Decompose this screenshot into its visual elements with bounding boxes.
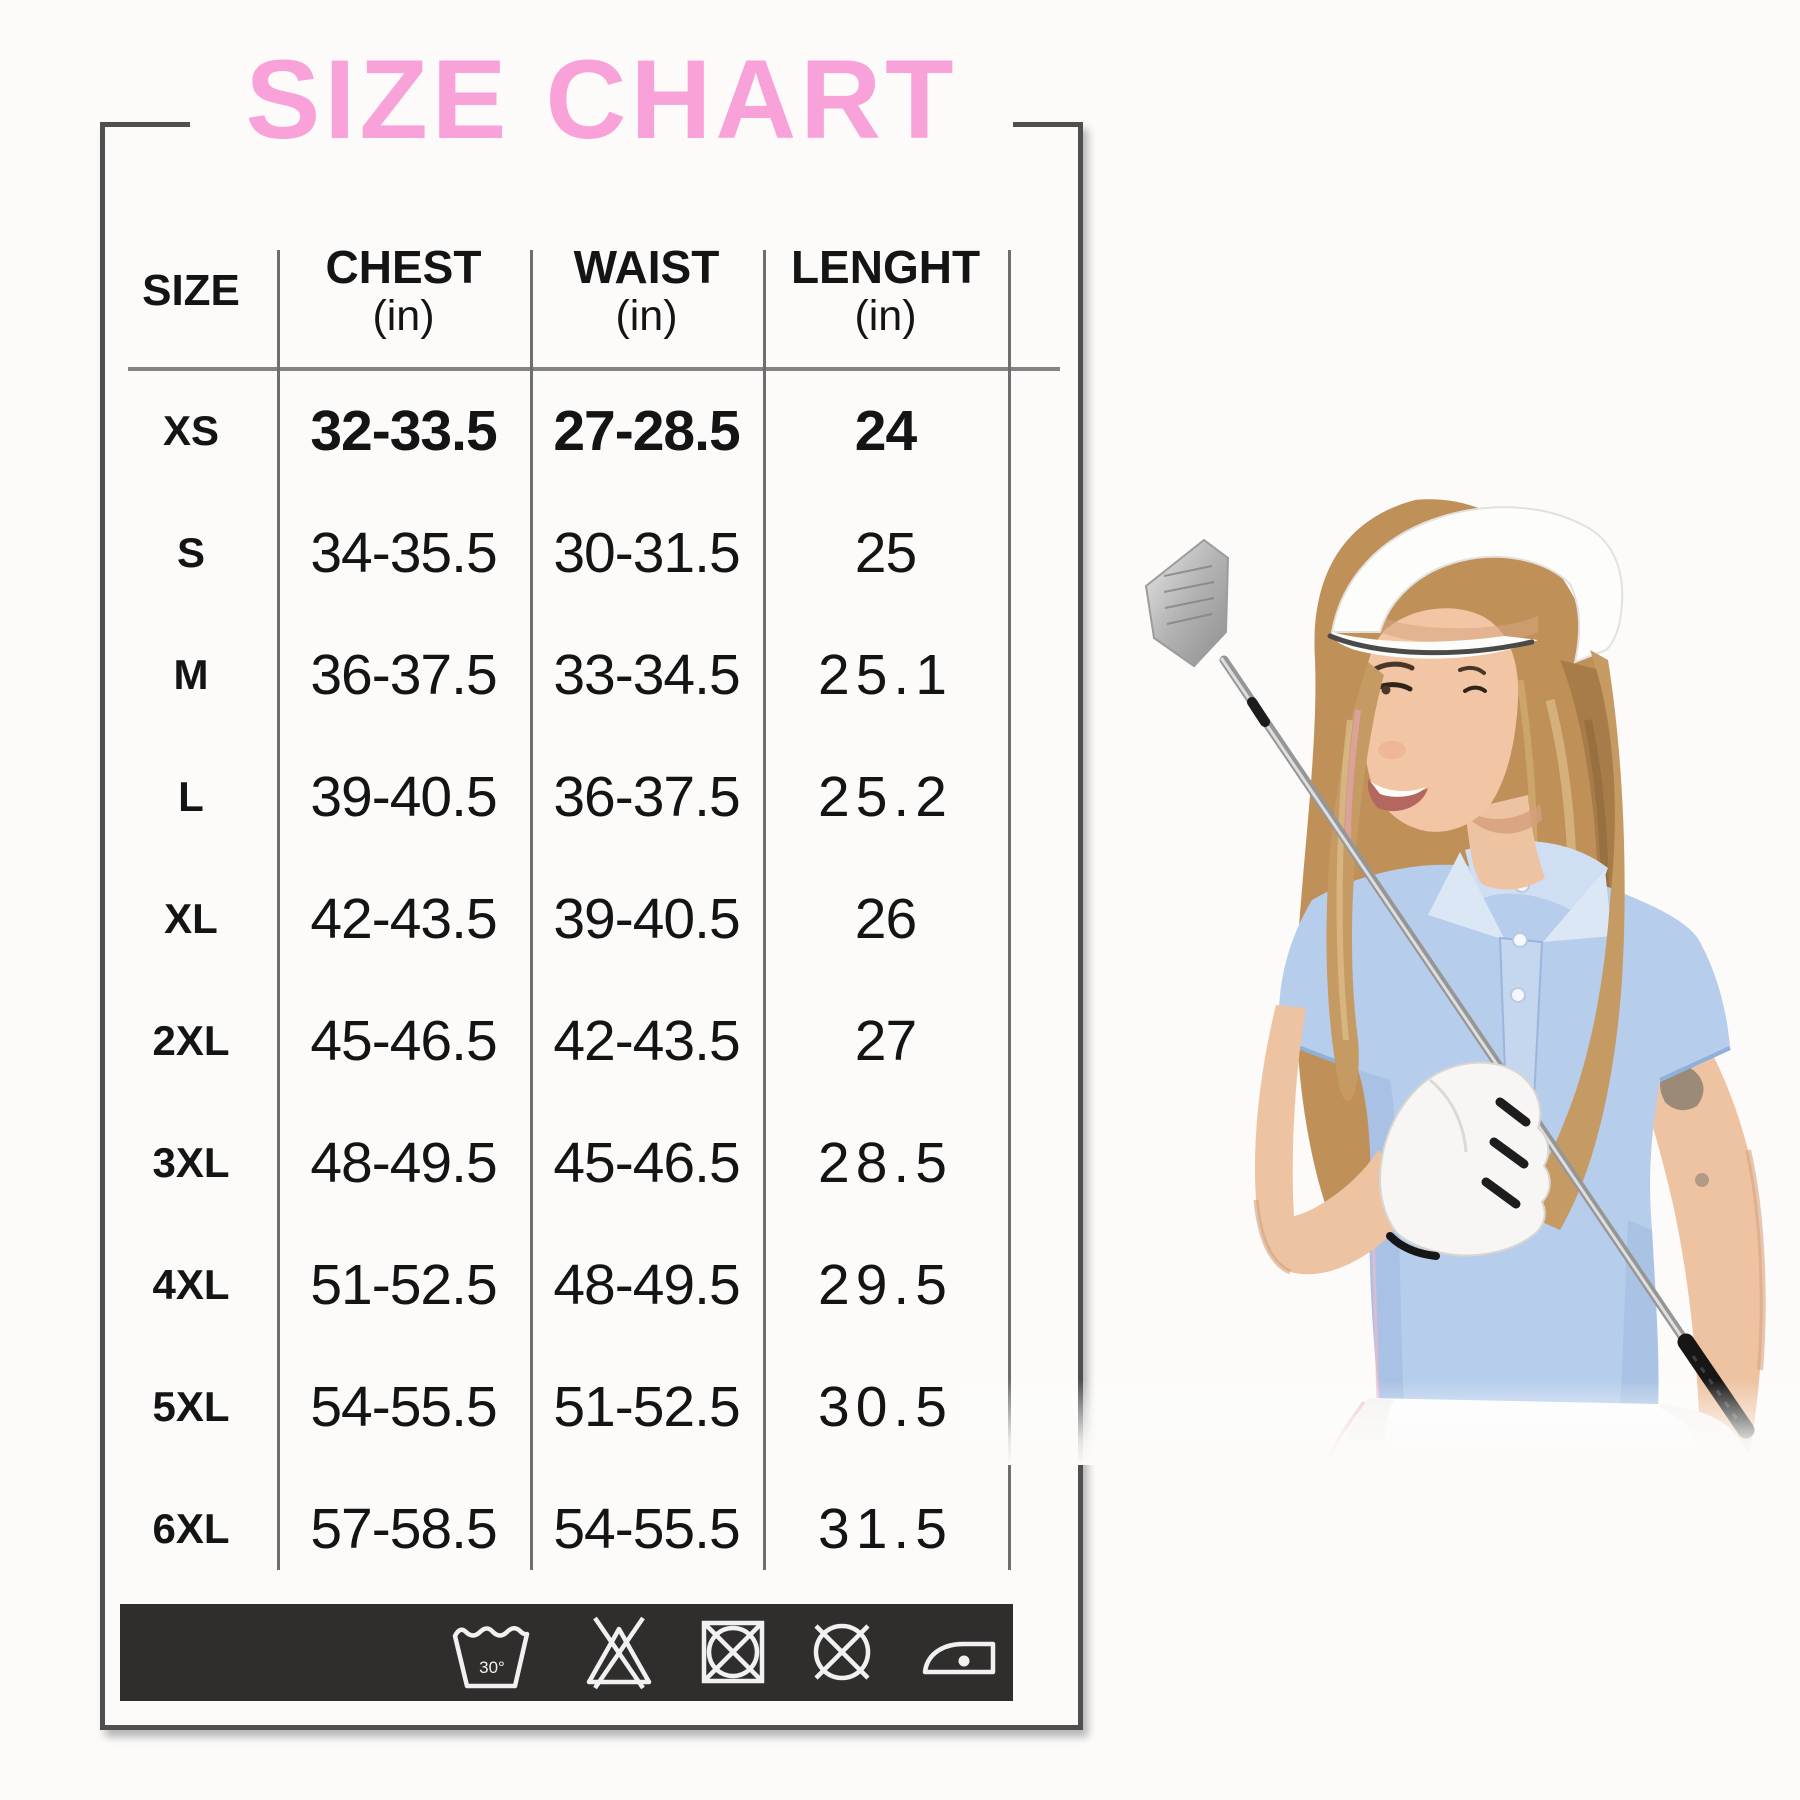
header-chest: CHEST (in) xyxy=(277,212,530,370)
chest-cell: 54-55.5 xyxy=(310,1375,497,1439)
chest-cell: 51-52.5 xyxy=(310,1253,497,1317)
header-length-unit: (in) xyxy=(854,291,917,340)
chest-cell: 36-37.5 xyxy=(310,643,497,707)
do-not-tumble-dry-icon xyxy=(701,1620,765,1684)
golfer-photo xyxy=(960,499,1800,1465)
header-underline xyxy=(128,367,1060,371)
length-cell: 25.1 xyxy=(818,643,953,707)
care-instructions-bar: 30° xyxy=(120,1604,1013,1701)
waist-cell: 45-46.5 xyxy=(553,1131,740,1195)
size-table-body: XS 32-33.5 27-28.5 24 S 34-35.5 30-31.5 25 M 36-3… xyxy=(105,370,1008,1590)
length-cell: 26 xyxy=(854,887,917,951)
header-size-label: SIZE xyxy=(142,266,240,316)
size-cell: L xyxy=(178,773,204,820)
wash-temp-label: 30° xyxy=(479,1658,505,1677)
chest-cell: 39-40.5 xyxy=(310,765,497,829)
do-not-dry-clean-icon xyxy=(813,1623,871,1681)
size-cell: 5XL xyxy=(152,1383,230,1430)
size-cell: 3XL xyxy=(152,1139,230,1186)
size-cell: M xyxy=(173,651,209,698)
length-cell: 31.5 xyxy=(818,1497,953,1561)
header-length: LENGHT (in) xyxy=(763,212,1008,370)
header-waist: WAIST (in) xyxy=(530,212,763,370)
column-divider xyxy=(1008,250,1011,1570)
header-waist-label: WAIST xyxy=(573,240,720,293)
chest-cell: 42-43.5 xyxy=(310,887,497,951)
waist-cell: 48-49.5 xyxy=(553,1253,740,1317)
length-cell: 25 xyxy=(854,521,917,585)
waist-cell: 27-28.5 xyxy=(553,399,740,463)
size-cell: 2XL xyxy=(152,1017,230,1064)
polo-button xyxy=(1512,932,1528,948)
eyebrow xyxy=(1458,665,1486,675)
hair-front xyxy=(1326,650,1625,1230)
chest-cell: 45-46.5 xyxy=(310,1009,497,1073)
size-table-header: SIZE CHEST (in) WAIST (in) LENGHT (in) xyxy=(105,212,1008,370)
waist-cell: 39-40.5 xyxy=(553,887,740,951)
size-cell: XL xyxy=(164,895,218,942)
length-cell: 29.5 xyxy=(818,1253,953,1317)
header-waist-unit: (in) xyxy=(615,291,678,340)
title-mask xyxy=(190,110,1013,138)
column-divider xyxy=(763,250,766,1570)
do-not-bleach-icon xyxy=(586,1616,652,1690)
length-cell: 27 xyxy=(854,1009,917,1073)
wash-30-icon: 30° xyxy=(452,1626,530,1689)
waist-cell: 42-43.5 xyxy=(553,1009,740,1073)
eye xyxy=(1463,685,1487,693)
header-chest-unit: (in) xyxy=(372,291,435,340)
header-chest-label: CHEST xyxy=(325,240,482,293)
eye xyxy=(1381,685,1391,695)
waist-cell: 36-37.5 xyxy=(553,765,740,829)
column-divider xyxy=(277,250,280,1570)
iron-low-heat-icon xyxy=(922,1641,996,1675)
chest-cell: 48-49.5 xyxy=(310,1131,497,1195)
polo-button xyxy=(1510,987,1526,1003)
waist-cell: 33-34.5 xyxy=(553,643,740,707)
size-cell: 4XL xyxy=(152,1261,230,1308)
chest-cell: 34-35.5 xyxy=(310,521,497,585)
size-cell: S xyxy=(176,529,205,576)
length-cell: 30.5 xyxy=(818,1375,953,1439)
page-title: SIZE CHART xyxy=(245,37,958,162)
length-cell: 24 xyxy=(854,399,917,463)
waist-cell: 54-55.5 xyxy=(553,1497,740,1561)
length-cell: 28.5 xyxy=(818,1131,953,1195)
header-size: SIZE xyxy=(105,212,277,370)
length-cell: 25.2 xyxy=(818,765,953,829)
header-length-label: LENGHT xyxy=(790,240,981,293)
chest-cell: 32-33.5 xyxy=(310,399,497,463)
sun-visor xyxy=(1327,506,1624,664)
waist-cell: 30-31.5 xyxy=(553,521,740,585)
column-divider xyxy=(530,250,533,1570)
chest-cell: 57-58.5 xyxy=(310,1497,497,1561)
waist-cell: 51-52.5 xyxy=(553,1375,740,1439)
size-cell: 6XL xyxy=(152,1505,230,1552)
face xyxy=(1359,608,1545,890)
glove-arm xyxy=(1253,1005,1551,1275)
size-cell: XS xyxy=(162,407,220,454)
